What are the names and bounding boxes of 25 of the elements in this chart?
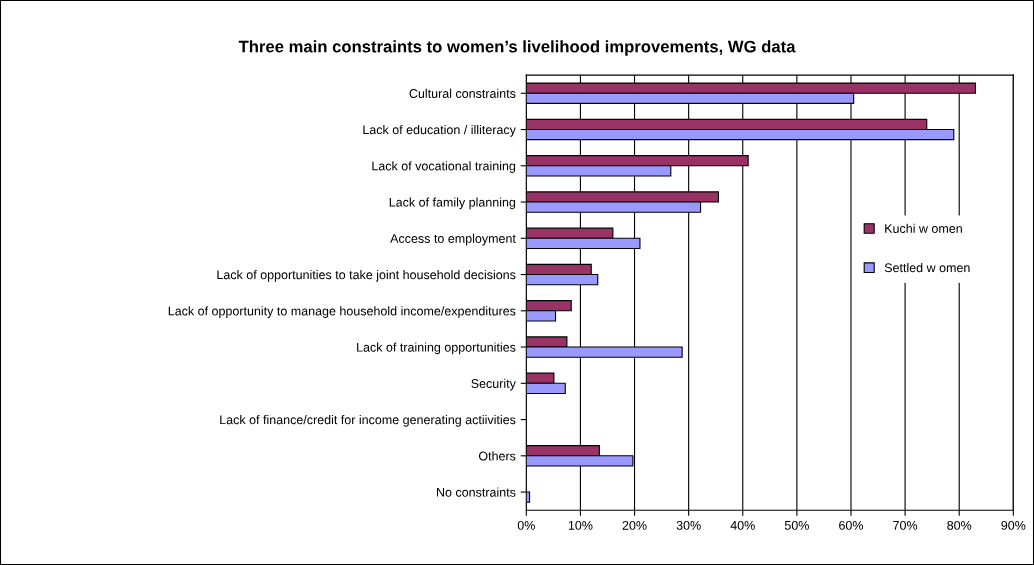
x-tick-label: 20% (622, 520, 647, 530)
y-tick-label: Access to employment (390, 233, 516, 246)
x-tick-label: 30% (676, 520, 701, 530)
x-tick-label: 50% (784, 520, 809, 530)
legend-label: Kuchi w omen (885, 223, 962, 233)
x-tick-label: 60% (839, 520, 864, 530)
x-tick-label: 10% (568, 520, 593, 530)
chart-title: Three main constraints to women’s livelihood improvements, WG data (238, 40, 796, 56)
y-tick-label: Lack of opportunities to take joint household decisions (217, 270, 516, 282)
y-tick-label: Lack of family planning (389, 197, 516, 210)
y-tick-label: Cultural constraints (409, 88, 516, 98)
legend-label: Settled w omen (884, 262, 970, 273)
y-tick-label: Lack of finance/credit for income generating actiivities (220, 415, 516, 427)
y-tick-label: Security (471, 378, 516, 391)
x-tick-label: 80% (947, 520, 972, 530)
y-tick-label: Others (478, 451, 516, 461)
x-tick-label: 0% (517, 520, 535, 530)
y-tick-label: Lack of education / illiteracy (363, 125, 516, 137)
y-tick-label: Lack of opportunity to manage household income/expenditures (168, 306, 516, 318)
y-tick-label: No constraints (437, 487, 516, 497)
x-tick-label: 90% (1001, 520, 1026, 530)
y-tick-label: Lack of vocational training (372, 161, 516, 173)
x-tick-label: 40% (730, 520, 755, 530)
y-tick-label: Lack of training opportunities (357, 342, 516, 355)
x-tick-label: 70% (893, 520, 918, 530)
